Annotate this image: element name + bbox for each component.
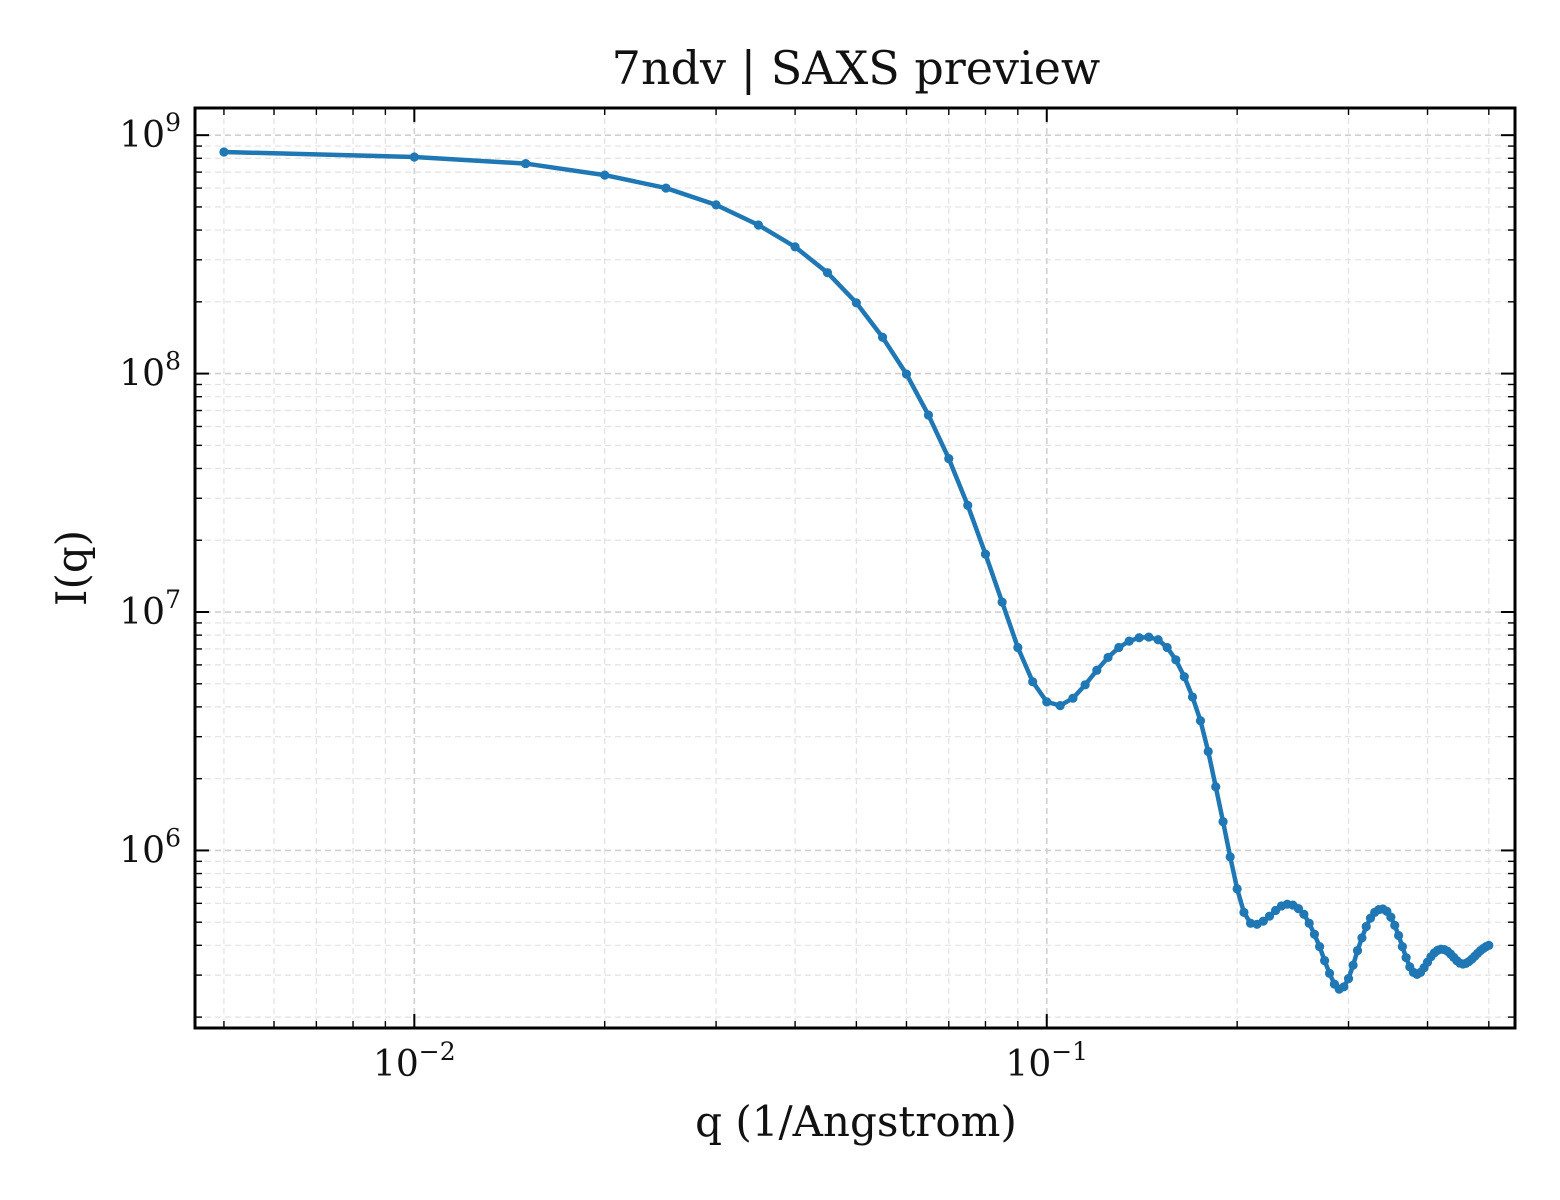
data-point xyxy=(1304,918,1314,928)
data-point xyxy=(521,158,531,169)
chart-title: 7ndv | SAXS preview xyxy=(612,41,1101,95)
x-tick-label: 10−2 xyxy=(373,1037,456,1085)
data-point xyxy=(1239,907,1249,917)
data-point xyxy=(1013,642,1023,653)
data-point xyxy=(1042,697,1052,707)
data-point xyxy=(1195,716,1206,726)
data-point xyxy=(923,410,934,420)
data-point xyxy=(1361,921,1371,932)
data-point xyxy=(600,170,610,180)
data-point xyxy=(1103,652,1113,663)
data-point xyxy=(1397,942,1407,952)
data-point xyxy=(822,268,833,278)
data-point xyxy=(711,200,721,210)
data-point xyxy=(1144,632,1154,642)
data-point xyxy=(219,147,229,157)
y-tick-label: 109 xyxy=(119,108,181,156)
data-point xyxy=(1258,916,1268,926)
data-point xyxy=(944,454,954,464)
data-point xyxy=(1352,946,1363,956)
data-point xyxy=(1187,692,1198,702)
data-point xyxy=(1203,746,1213,757)
data-point xyxy=(980,549,991,559)
data-point xyxy=(1324,968,1335,978)
data-point xyxy=(1264,911,1275,921)
data-point xyxy=(1055,701,1065,711)
x-tick-label: 10−1 xyxy=(1005,1037,1088,1085)
data-point xyxy=(1162,642,1172,653)
data-point xyxy=(1124,636,1134,646)
data-point xyxy=(1068,693,1078,703)
data-point xyxy=(1386,912,1396,922)
data-point xyxy=(1153,635,1163,645)
data-point xyxy=(1211,782,1221,792)
y-axis-label: I(q) xyxy=(47,530,96,606)
data-point xyxy=(1343,974,1354,984)
y-tick-label: 108 xyxy=(119,347,181,395)
data-point xyxy=(1179,672,1189,682)
data-point xyxy=(1299,909,1309,919)
data-point xyxy=(1320,956,1330,966)
data-point xyxy=(1171,655,1181,665)
data-point xyxy=(1080,680,1090,690)
axis-ticks xyxy=(195,108,1515,1028)
data-point xyxy=(1028,677,1038,687)
data-point xyxy=(1218,817,1228,827)
data-point xyxy=(753,220,764,230)
data-point xyxy=(1134,633,1144,643)
grid-lines xyxy=(195,108,1515,1028)
data-point xyxy=(661,183,671,193)
data-point xyxy=(851,298,861,308)
data-point xyxy=(1114,642,1124,653)
data-point xyxy=(1484,940,1494,950)
data-point xyxy=(1357,933,1367,943)
x-tick-labels: 10−2 10−1 xyxy=(373,1037,1088,1085)
data-point xyxy=(963,500,973,510)
data-point xyxy=(1390,920,1400,930)
data-point xyxy=(1401,953,1411,963)
data-point xyxy=(1348,960,1358,970)
plot-frame xyxy=(193,106,1517,1030)
data-point xyxy=(997,597,1007,607)
data-point xyxy=(877,332,888,342)
y-tick-label: 106 xyxy=(119,823,181,871)
data-point xyxy=(1339,982,1349,992)
data-point xyxy=(790,242,800,252)
data-series xyxy=(219,147,1494,994)
data-point xyxy=(1393,930,1404,941)
x-axis-label: q (1/Angstrom) xyxy=(695,1097,1017,1146)
y-tick-labels: 106 107 108 109 xyxy=(119,108,181,871)
data-point xyxy=(1309,929,1320,939)
data-point xyxy=(409,152,419,162)
data-point xyxy=(1092,665,1102,675)
y-tick-label: 107 xyxy=(119,585,181,633)
data-point xyxy=(1225,852,1235,862)
data-point xyxy=(1232,884,1242,894)
data-point xyxy=(1314,942,1325,952)
data-point xyxy=(901,369,912,379)
